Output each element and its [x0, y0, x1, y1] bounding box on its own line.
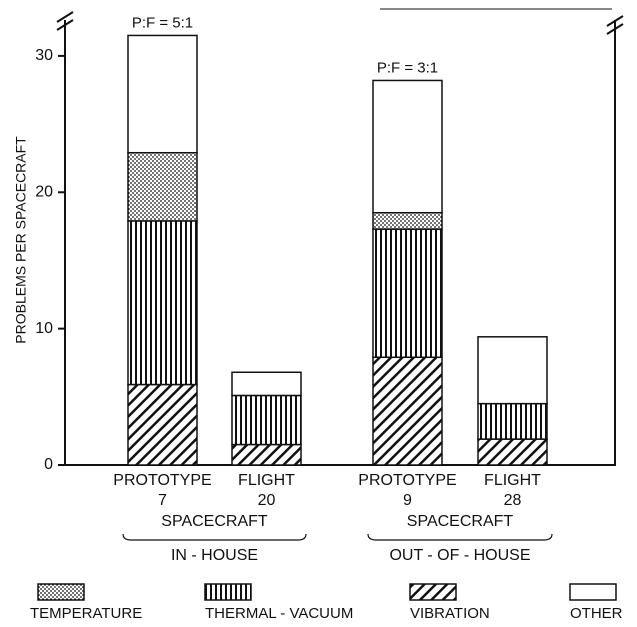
- y-tick-label: 0: [44, 456, 53, 473]
- bar-segment: [127, 151, 198, 222]
- group-label: IN - HOUSE: [171, 547, 258, 564]
- bar-segment: [127, 383, 198, 466]
- group-bracket: [367, 533, 553, 541]
- x-tick-label: FLIGHT: [238, 472, 295, 489]
- group-label: OUT - OF - HOUSE: [389, 547, 530, 564]
- spacecraft-count: 9: [403, 492, 412, 509]
- legend-swatch: [409, 583, 457, 601]
- group-sublabel: SPACECRAFT: [161, 513, 268, 530]
- x-tick-label: PROTOTYPE: [358, 472, 456, 489]
- annotation: P:F = 5:1: [132, 14, 193, 31]
- spacecraft-count: 20: [258, 492, 276, 509]
- legend-label: THERMAL - VACUUM: [205, 605, 353, 622]
- legend-label: VIBRATION: [410, 605, 490, 622]
- y-tick-label: 20: [35, 183, 53, 200]
- y-axis-label: PROBLEMS PER SPACECRAFT: [13, 136, 29, 344]
- bar-segment: [477, 438, 548, 466]
- y-tick-label: 10: [35, 320, 53, 337]
- y-tick-label: 30: [35, 47, 53, 64]
- group-sublabel: SPACECRAFT: [407, 513, 514, 530]
- x-tick-label: PROTOTYPE: [113, 472, 211, 489]
- bar-segment: [231, 443, 302, 466]
- axis-break: [606, 15, 624, 35]
- legend-label: TEMPERATURE: [30, 605, 142, 622]
- bar-segment: [372, 79, 443, 214]
- spacecraft-count: 7: [158, 492, 167, 509]
- bar-segment: [231, 371, 302, 397]
- legend-swatch: [204, 583, 252, 601]
- bar-segment: [477, 336, 548, 405]
- bar-segment: [372, 228, 443, 359]
- annotation: P:F = 3:1: [377, 59, 438, 76]
- spacecraft-count: 28: [504, 492, 522, 509]
- bar-segment: [477, 402, 548, 440]
- axis-break: [56, 11, 74, 31]
- bar-segment: [372, 356, 443, 466]
- axes-frame: [64, 20, 616, 466]
- bar-segment: [127, 220, 198, 386]
- x-tick-label: FLIGHT: [484, 472, 541, 489]
- legend-label: OTHER: [570, 605, 623, 622]
- group-bracket: [122, 533, 307, 541]
- bar-segment: [231, 394, 302, 446]
- legend-swatch: [37, 583, 85, 601]
- bar-segment: [372, 211, 443, 230]
- legend-swatch: [569, 583, 617, 601]
- bar-segment: [127, 34, 198, 154]
